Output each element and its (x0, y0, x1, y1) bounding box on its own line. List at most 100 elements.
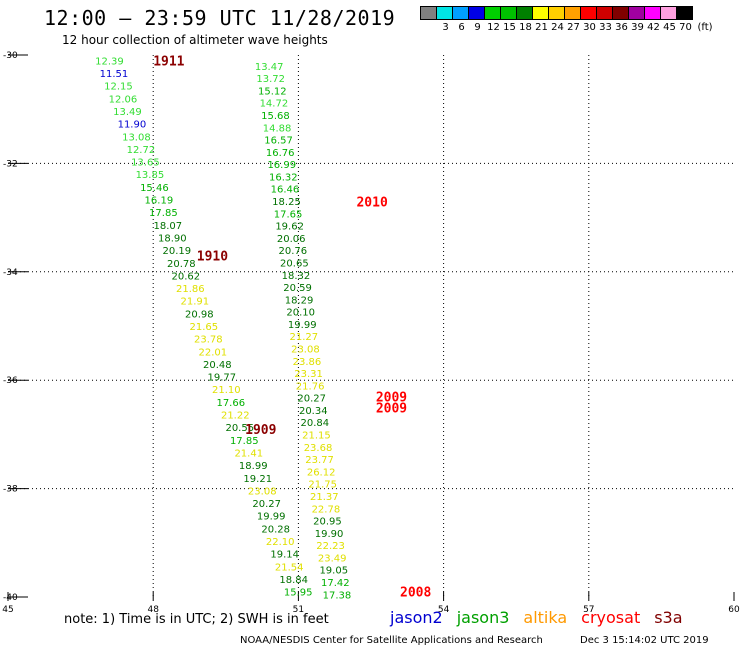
legend-label: 36 (615, 22, 628, 33)
wave-height-label: 20.65 (280, 258, 309, 269)
wave-height-label: 23.86 (293, 357, 322, 368)
wave-height-label: 18.99 (239, 461, 268, 472)
wave-height-label: 20.28 (261, 524, 290, 535)
y-tick-label: -36 (3, 376, 18, 386)
wave-height-label: 21.41 (234, 448, 263, 459)
wave-height-label: 19.99 (288, 320, 317, 331)
wave-height-label: 12.39 (95, 56, 124, 67)
page-subtitle: 12 hour collection of altimeter wave hei… (62, 33, 328, 47)
legend-label: 21 (535, 22, 548, 33)
wave-height-label: 16.57 (264, 136, 293, 147)
wave-height-label: 17.85 (230, 436, 259, 447)
wave-height-label: 17.65 (274, 209, 303, 220)
wave-height-label: 23.08 (248, 486, 277, 497)
wave-height-label: 20.98 (185, 309, 214, 320)
mission-cryosat: cryosat (581, 608, 641, 627)
wave-height-label: 20.84 (301, 418, 330, 429)
wave-height-label: 20.95 (313, 517, 342, 528)
wave-height-label: 21.22 (221, 411, 250, 422)
legend-label: 24 (551, 22, 564, 33)
wave-height-label: 20.27 (297, 394, 326, 405)
y-tick-label: -30 (3, 51, 18, 61)
wave-height-label: 12.72 (127, 145, 156, 156)
x-tick-label: 54 (438, 605, 450, 615)
wave-height-label: 18.84 (279, 575, 308, 586)
wave-height-label: 11.51 (100, 69, 129, 80)
time-annotation: 2010 (356, 195, 387, 210)
wave-height-label: 20.62 (172, 271, 201, 282)
wave-height-label: 13.47 (255, 62, 284, 73)
wave-height-label: 21.86 (176, 284, 205, 295)
wave-height-label: 21.27 (290, 332, 319, 343)
legend-label: 33 (599, 22, 612, 33)
y-tick-label: -38 (3, 485, 18, 495)
wave-height-label: 20.55 (225, 423, 254, 434)
wave-height-label: 26.12 (307, 467, 336, 478)
wave-height-label: 18.25 (272, 197, 301, 208)
y-tick-label: -34 (3, 268, 18, 278)
wave-height-label: 16.76 (266, 148, 295, 159)
wave-height-label: 15.95 (284, 588, 313, 599)
footer-note: note: 1) Time is in UTC; 2) SWH is in fe… (64, 612, 329, 627)
time-annotation: 1911 (153, 54, 184, 69)
wave-height-label: 20.34 (299, 406, 328, 417)
legend-label: 70 (679, 22, 692, 33)
x-tick-label: 45 (2, 605, 13, 615)
wave-height-label: 20.10 (286, 308, 315, 319)
wave-height-label: 19.77 (207, 373, 236, 384)
wave-height-label: 19.14 (270, 550, 299, 561)
time-annotation: 1910 (197, 250, 228, 265)
x-tick-label: 57 (583, 605, 594, 615)
wave-height-label: 20.19 (163, 246, 192, 257)
wave-height-label: 15.46 (140, 183, 169, 194)
wave-height-label: 23.31 (294, 369, 323, 380)
wave-height-label: 13.72 (256, 74, 285, 85)
wave-height-label: 21.10 (212, 385, 241, 396)
legend-swatch (676, 6, 693, 20)
wave-height-label: 17.42 (321, 578, 350, 589)
wave-height-label: 13.08 (122, 132, 151, 143)
legend-label: 12 (487, 22, 500, 33)
legend-label: 18 (519, 22, 532, 33)
legend-swatches (420, 6, 740, 20)
mission-legend: jason2 jason3 altika cryosat s3a (390, 608, 697, 627)
wave-height-label: 17.85 (149, 208, 178, 219)
credit-text: NOAA/NESDIS Center for Satellite Applica… (240, 635, 543, 646)
wave-height-label: 13.85 (136, 170, 165, 181)
wave-height-label: 19.99 (257, 512, 286, 523)
legend-label: 3 (442, 22, 449, 33)
wave-height-label: 23.68 (304, 443, 333, 454)
wave-height-label: 13.65 (131, 158, 160, 169)
y-tick-label: -32 (3, 159, 18, 169)
wave-height-label: 18.32 (282, 271, 311, 282)
x-tick-label: 51 (293, 605, 304, 615)
wave-height-label: 21.75 (308, 480, 337, 491)
legend-label: 6 (458, 22, 465, 33)
wave-height-label: 20.59 (283, 283, 312, 294)
legend-label: 45 (663, 22, 676, 33)
wave-height-label: 15.68 (261, 111, 290, 122)
wave-height-label: 20.76 (278, 246, 307, 257)
wave-height-label: 17.38 (323, 590, 352, 601)
legend-unit-label: (ft) (697, 22, 713, 33)
wave-height-label: 22.23 (316, 541, 345, 552)
wave-height-label: 23.78 (194, 335, 223, 346)
wave-height-label: 21.91 (181, 297, 210, 308)
wave-height-label: 16.19 (145, 196, 174, 207)
wave-height-label: 15.12 (258, 86, 287, 97)
x-tick-label: 48 (147, 605, 159, 615)
wave-height-label: 14.88 (263, 123, 292, 134)
wave-height-label: 14.72 (260, 99, 289, 110)
x-tick-label: 60 (728, 605, 740, 615)
legend-label: 39 (631, 22, 644, 33)
wave-height-label: 20.27 (252, 499, 281, 510)
wave-height-label: 11.90 (118, 120, 147, 131)
wave-height-label: 12.15 (104, 82, 133, 93)
wave-height-label: 22.01 (198, 347, 227, 358)
wave-height-label: 21.76 (296, 381, 325, 392)
wave-height-label: 23.77 (305, 455, 334, 466)
wave-height-label: 21.37 (310, 492, 339, 503)
wave-height-label: 18.90 (158, 233, 187, 244)
wave-height-label: 13.49 (113, 107, 142, 118)
color-legend: 3 6 9 12 15 18 21 24 27 30 33 36 39 42 45 70 (ft) (420, 6, 740, 33)
